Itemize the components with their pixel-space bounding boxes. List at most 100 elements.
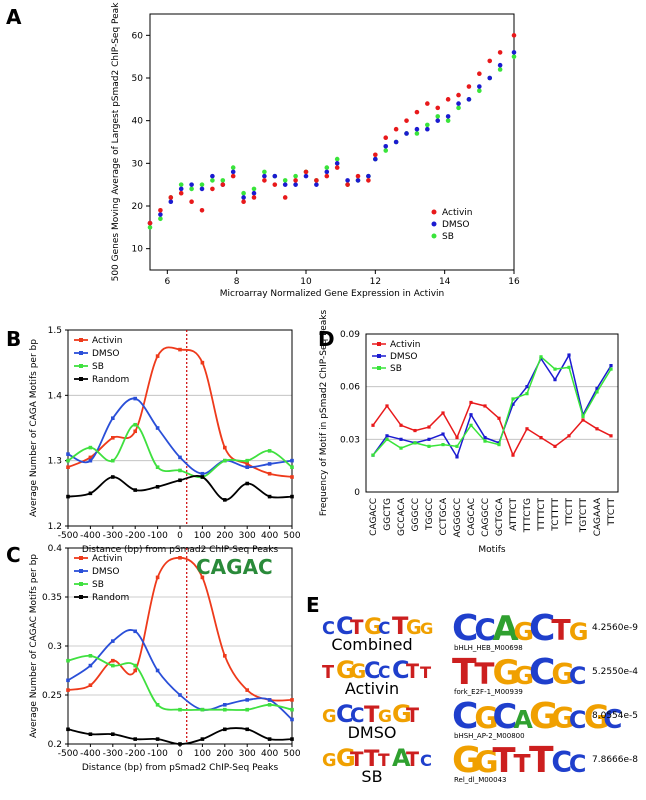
chart-a-point-activin [178,190,184,196]
match-logo-letter: C [569,662,587,690]
cagac-inset-logo: CAGAC [196,555,273,579]
chart-a-point-dmso [435,118,441,123]
chart-b-point-random [111,475,115,479]
chart-d-point-dmso [609,364,613,368]
chart-b-point-random [200,475,205,479]
chart-a-point-dmso [445,114,451,119]
query-logo-letter: T [378,751,390,771]
chart-d-point-sb [539,355,543,359]
chart-d-x-tick-label: GGCTG [383,498,393,531]
chart-c-point-sb [245,707,249,712]
chart-c-x-tick-label: 100 [194,749,211,759]
match-logo-letter: G [493,653,521,692]
chart-b-point-sb [133,422,137,427]
chart-c-point-dmso [111,639,115,643]
chart-b-point-dmso [66,452,70,456]
chart-a-point-dmso [293,182,298,187]
chart-a-point-activin [466,84,472,89]
chart-d-point-dmso [567,353,571,357]
chart-b-point-random [223,498,227,502]
chart-a-point-activin [251,195,257,200]
match-logo-letter: C [551,746,572,779]
chart-b-point-sb [88,445,93,450]
chart-b-legend-marker [79,338,83,342]
chart-a-x-tick-label: 6 [164,277,170,287]
query-logo-letter: G [364,614,383,640]
chart-a-point-sb [189,186,194,192]
query-logo-letter: C [378,619,390,639]
chart-d-x-tick-label: TGGCC [425,498,435,531]
chart-c-point-activin [133,668,137,673]
match-logo-letter: C [474,613,496,647]
panel-letter-c: C [6,543,21,567]
chart-a-point-activin [303,169,309,175]
chart-b-point-sb [290,465,294,469]
match-logo-letter: G [551,658,574,691]
chart-a-point-dmso [241,195,246,200]
chart-b-y-tick-label: 1.4 [48,391,63,401]
chart-a-y-tick-label: 10 [132,245,144,255]
chart-a-point-activin [199,207,205,213]
chart-a-point-sb [511,54,517,59]
chart-a-point-sb [230,165,236,170]
chart-a-y-tick-label: 50 [132,74,144,84]
chart-c: Distance (bp) from pSmad2 ChIP-Seq Peaks… [29,544,301,773]
chart-d-x-tick-label: ATTTCT [509,497,519,530]
chart-a-y-tick-label: 20 [132,202,144,212]
chart-b-x-tick-label: 300 [239,531,256,541]
chart-d-point-activin [609,434,613,438]
chart-a-point-activin [262,178,267,183]
chart-a-x-tick-label: 14 [439,277,451,287]
chart-a-legend-label: SB [442,232,454,242]
chart-d-x-tick-label: CAGGCC [481,498,491,537]
chart-c-point-random [267,737,272,741]
chart-c-point-random [245,727,249,732]
chart-c-point-sb [267,703,272,707]
chart-a-point-activin [445,97,451,102]
chart-c-x-tick-label: -400 [80,749,101,759]
chart-a-point-sb [199,182,205,187]
chart-a-point-activin [168,195,174,200]
match-pvalue: 4.2560e-9 [592,623,638,633]
chart-d-point-sb [525,392,529,396]
chart-c-x-tick-label: -200 [125,749,146,759]
chart-c-y-tick-label: 0.3 [48,642,62,652]
chart-b-legend-marker [79,377,83,381]
chart-b-point-sb [223,458,227,463]
chart-d-point-activin [595,427,599,431]
chart-d-point-sb [567,365,571,369]
chart-a-point-dmso [477,84,482,89]
chart-c-x-axis-label: Distance (bp) from pSmad2 ChIP-Seq Peaks [82,763,279,773]
match-logo-letter: T [529,740,554,781]
chart-c-x-tick-label: -100 [147,749,168,759]
match-logo-letter: G [474,745,498,779]
match-logo-letter: G [529,696,559,737]
chart-c-point-sb [133,663,137,668]
chart-b-x-tick-label: 200 [216,531,233,541]
chart-a-legend-marker [431,221,437,227]
query-logo-letter: C [364,658,381,684]
query-logo-letter: G [336,656,356,684]
match-logo-letter: G [569,618,589,646]
chart-a-y-tick-label: 60 [132,31,144,41]
query-logo-letter: C [420,751,432,770]
chart-c-y-tick-label: 0.35 [42,593,62,603]
chart-b-legend-label: Activin [92,336,123,346]
chart-d-series-line-activin [372,401,612,457]
chart-a-point-activin [355,173,361,179]
query-logo-letter: T [406,748,419,771]
chart-a-x-tick-label: 16 [508,277,520,287]
motif-set-label: Combined [331,635,412,654]
chart-d-point-dmso [427,437,431,441]
chart-a-legend-label: DMSO [442,220,470,230]
chart-a-point-activin [314,178,319,183]
chart-c-x-tick-label: -500 [58,749,79,759]
chart-c-point-random [111,732,115,736]
chart-a-legend-marker [431,209,437,215]
chart-d-x-tick-label: TTCTT [565,498,575,527]
motif-set-label: DMSO [348,723,397,742]
chart-d-point-dmso [455,455,459,459]
chart-a-point-activin [477,71,482,77]
chart-d-point-sb [371,453,375,457]
chart-a-point-sb [178,182,184,187]
